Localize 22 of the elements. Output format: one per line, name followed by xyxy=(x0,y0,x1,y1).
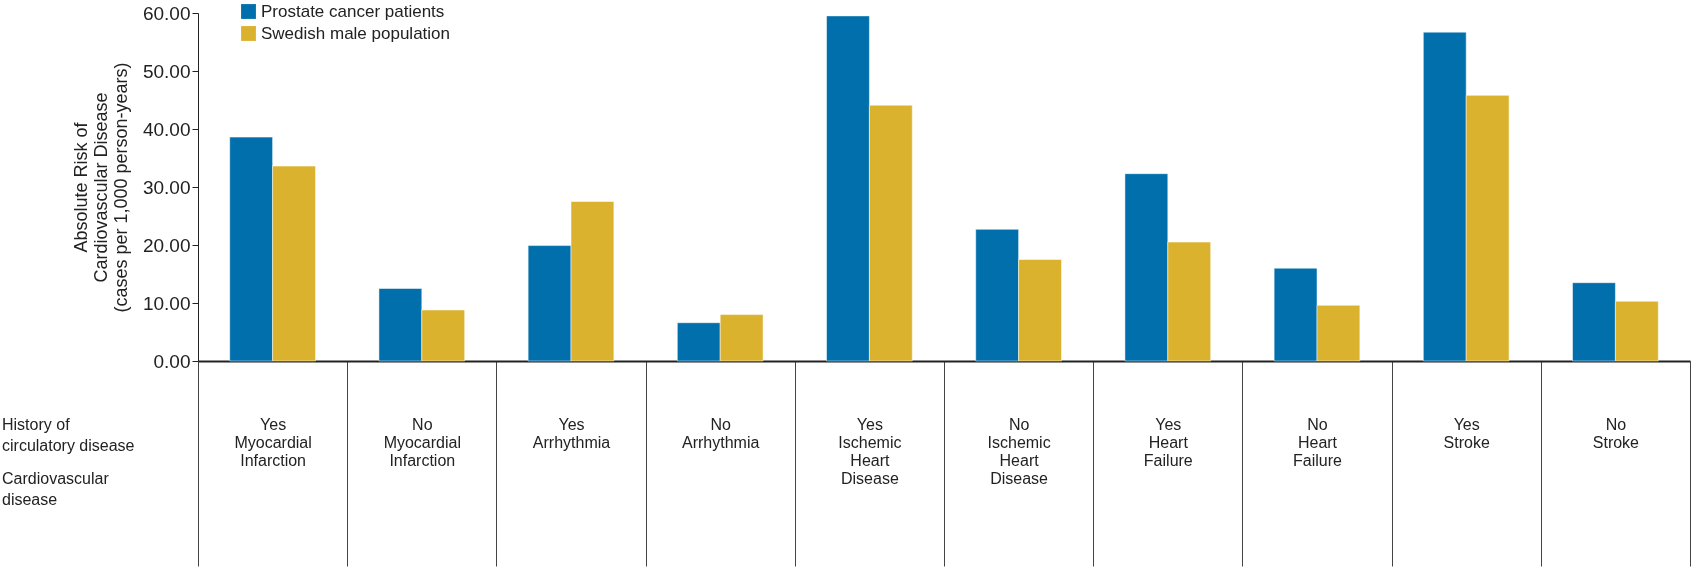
y-tick-label: 30.00 xyxy=(142,176,191,198)
y-axis-title: Absolute Risk of Cardiovascular Disease (cases per 1,000 person-years) xyxy=(70,62,131,313)
x-tick-label: Yes Arrhythmia xyxy=(532,415,611,451)
y-tick-label: 40.00 xyxy=(142,118,191,140)
text: History of circulatory disease xyxy=(2,416,135,454)
y-tick-label: 50.00 xyxy=(142,60,191,82)
legend-label: Prostate cancer patients xyxy=(261,1,445,21)
x-tick-label: Yes Ischemic Heart Disease xyxy=(838,415,902,487)
text: Cardiovascular disease xyxy=(2,470,110,508)
legend-label: Swedish male population xyxy=(261,23,451,43)
x-tick-label: No Stroke xyxy=(1592,415,1640,451)
y-tick-label: 60.00 xyxy=(142,2,191,24)
y-tick-label: 10.00 xyxy=(142,292,191,314)
x-tick-label: No Myocardial Infarction xyxy=(383,415,461,469)
y-tick-label: 0.00 xyxy=(153,350,191,372)
x-tick-label: No Ischemic Heart Disease xyxy=(987,415,1051,487)
y-tick-label: 20.00 xyxy=(142,234,191,256)
x-tick-label: No Heart Failure xyxy=(1293,415,1343,469)
x-tick-label: Yes Stroke xyxy=(1443,415,1490,451)
x-tick-label: No Arrhythmia xyxy=(682,415,760,451)
x-tick-label: Yes Myocardial Infarction xyxy=(234,415,312,469)
x-tick-label: Yes Heart Failure xyxy=(1143,415,1193,469)
